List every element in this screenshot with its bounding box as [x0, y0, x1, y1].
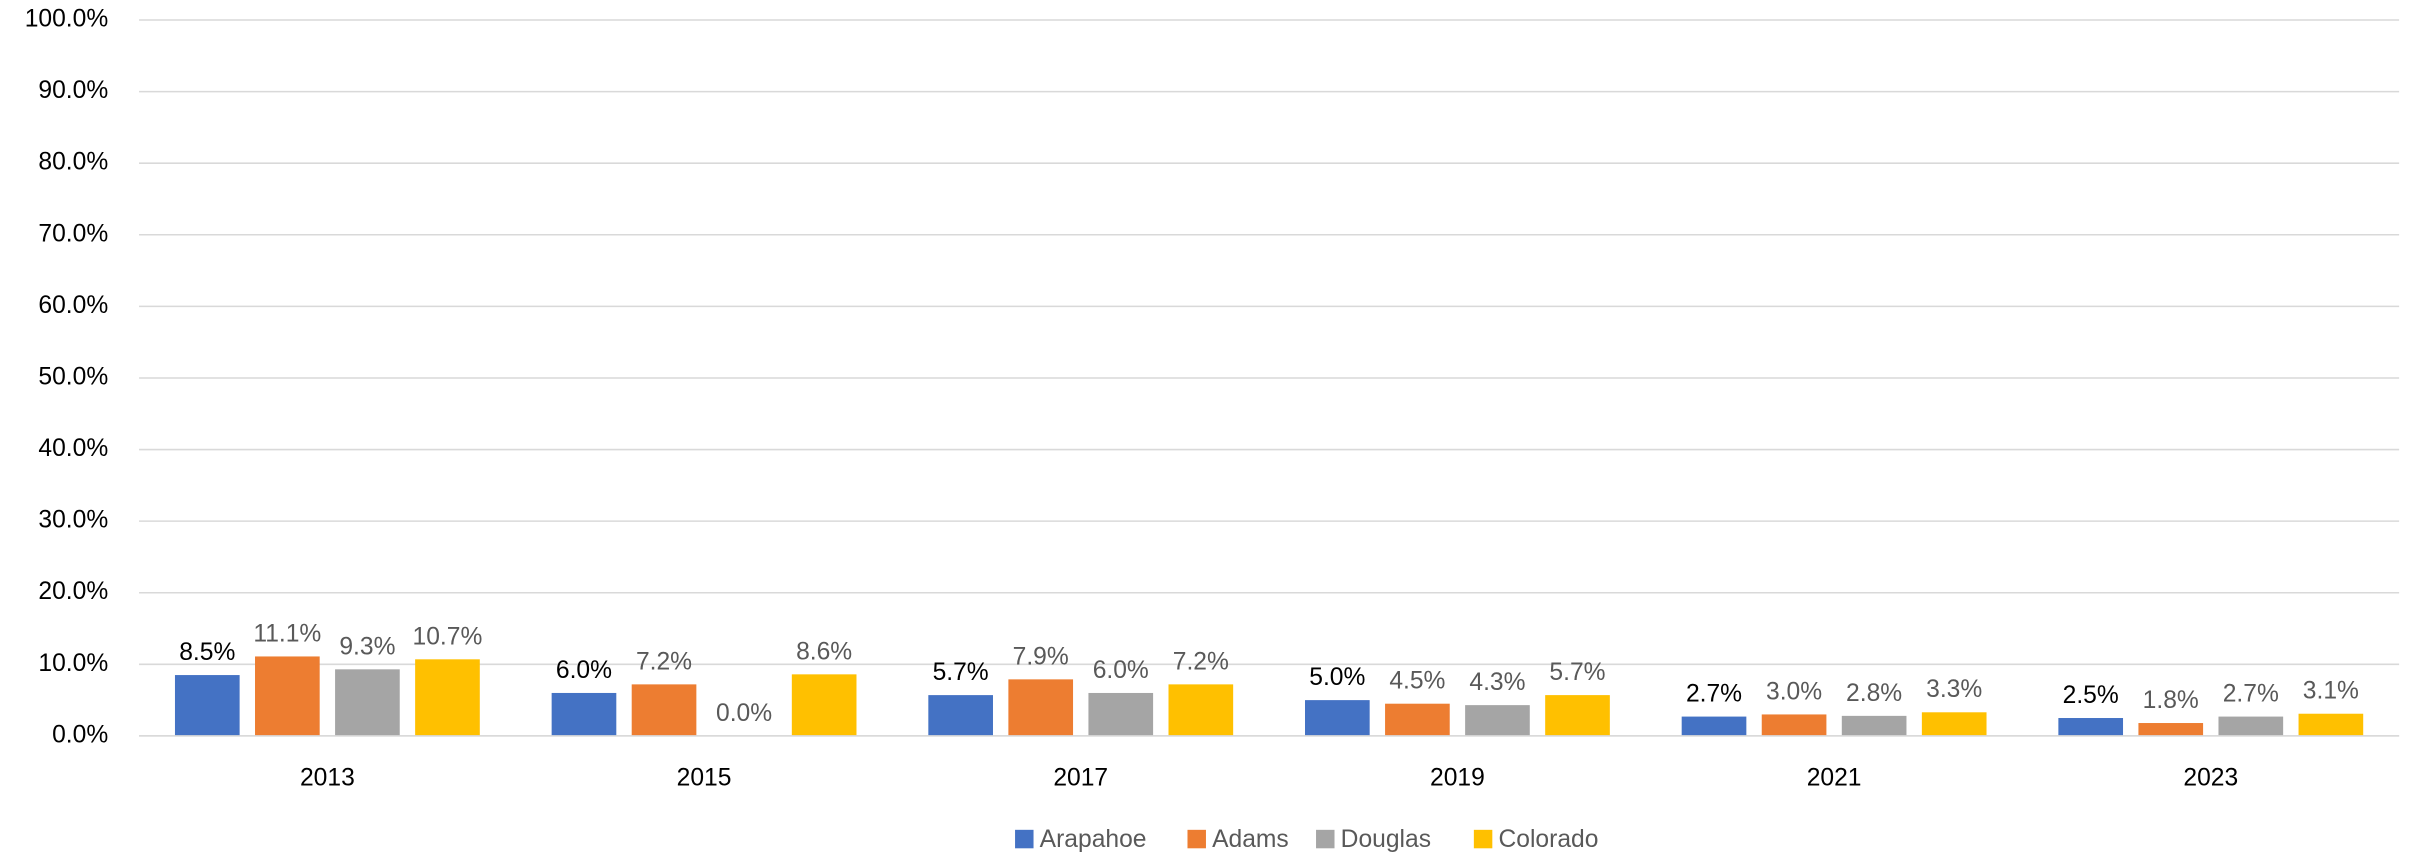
bar: [1841, 715, 1907, 736]
data-label: 10.7%: [413, 623, 483, 650]
bar: [1008, 679, 1074, 736]
bar: [335, 669, 400, 736]
bar: [1088, 692, 1154, 736]
data-label: 7.2%: [1173, 648, 1229, 675]
y-tick-label: 60.0%: [38, 292, 108, 319]
bar: [551, 692, 617, 736]
data-label: 11.1%: [253, 620, 321, 647]
x-tick-label: 2019: [1430, 765, 1485, 792]
data-label: 2.7%: [2223, 681, 2279, 708]
bar: [1921, 712, 1987, 736]
legend-label: Douglas: [1341, 826, 1431, 853]
data-label: 0.0%: [716, 700, 772, 727]
y-tick-label: 50.0%: [38, 363, 108, 390]
bar: [1681, 716, 1747, 736]
legend-swatch: [1473, 829, 1493, 849]
bar: [1465, 705, 1530, 736]
bar: [2218, 716, 2284, 736]
legend-label: Colorado: [1498, 826, 1598, 853]
legend-label: Arapahoe: [1040, 826, 1147, 853]
data-label: 4.3%: [1469, 669, 1525, 696]
y-tick-label: 30.0%: [38, 507, 108, 534]
bar: [791, 674, 857, 736]
data-label: 4.5%: [1389, 668, 1445, 695]
legend-swatch: [1187, 829, 1206, 849]
y-tick-label: 80.0%: [38, 149, 108, 176]
legend-label: Adams: [1212, 826, 1289, 853]
y-tick-label: 90.0%: [38, 77, 108, 104]
data-label: 5.7%: [933, 659, 989, 686]
bar: [2058, 718, 2124, 736]
bar: [2298, 713, 2364, 736]
x-tick-label: 2021: [1807, 765, 1862, 792]
data-label: 2.8%: [1846, 680, 1902, 707]
bar: [631, 684, 697, 736]
y-tick-label: 20.0%: [38, 578, 108, 605]
data-label: 6.0%: [1093, 657, 1149, 684]
x-tick-label: 2013: [300, 765, 355, 792]
x-tick-label: 2015: [677, 765, 732, 792]
bar: [1761, 714, 1827, 736]
bar: [2138, 723, 2204, 736]
bar: [255, 656, 320, 736]
data-label: 2.7%: [1686, 681, 1742, 708]
bar: [1385, 703, 1450, 736]
x-tick-label: 2017: [1053, 765, 1108, 792]
legend-swatch: [1316, 829, 1335, 849]
bar: [1305, 700, 1370, 736]
data-label: 8.6%: [796, 638, 852, 665]
data-label: 8.5%: [179, 639, 235, 666]
data-label: 7.9%: [1013, 643, 1069, 670]
legend-swatch: [1015, 829, 1034, 849]
bar: [174, 675, 240, 736]
data-label: 5.0%: [1309, 664, 1365, 691]
data-label: 9.3%: [339, 633, 395, 660]
data-label: 6.0%: [556, 657, 612, 684]
data-label: 5.7%: [1549, 659, 1605, 686]
data-label: 2.5%: [2063, 682, 2119, 709]
data-label: 7.2%: [636, 648, 692, 675]
bar: [928, 695, 993, 736]
data-label: 3.0%: [1766, 678, 1822, 705]
data-label: 1.8%: [2143, 687, 2199, 714]
x-tick-label: 2023: [2183, 765, 2238, 792]
y-tick-label: 10.0%: [38, 650, 108, 677]
bar: [415, 659, 480, 736]
data-label: 3.3%: [1926, 676, 1982, 703]
y-tick-label: 70.0%: [38, 220, 108, 247]
data-label: 3.1%: [2303, 678, 2359, 705]
y-tick-label: 40.0%: [38, 435, 108, 462]
bar: [1545, 695, 1610, 736]
y-tick-label: 100.0%: [25, 6, 109, 33]
bar: [1168, 684, 1234, 736]
y-tick-label: 0.0%: [52, 721, 108, 748]
